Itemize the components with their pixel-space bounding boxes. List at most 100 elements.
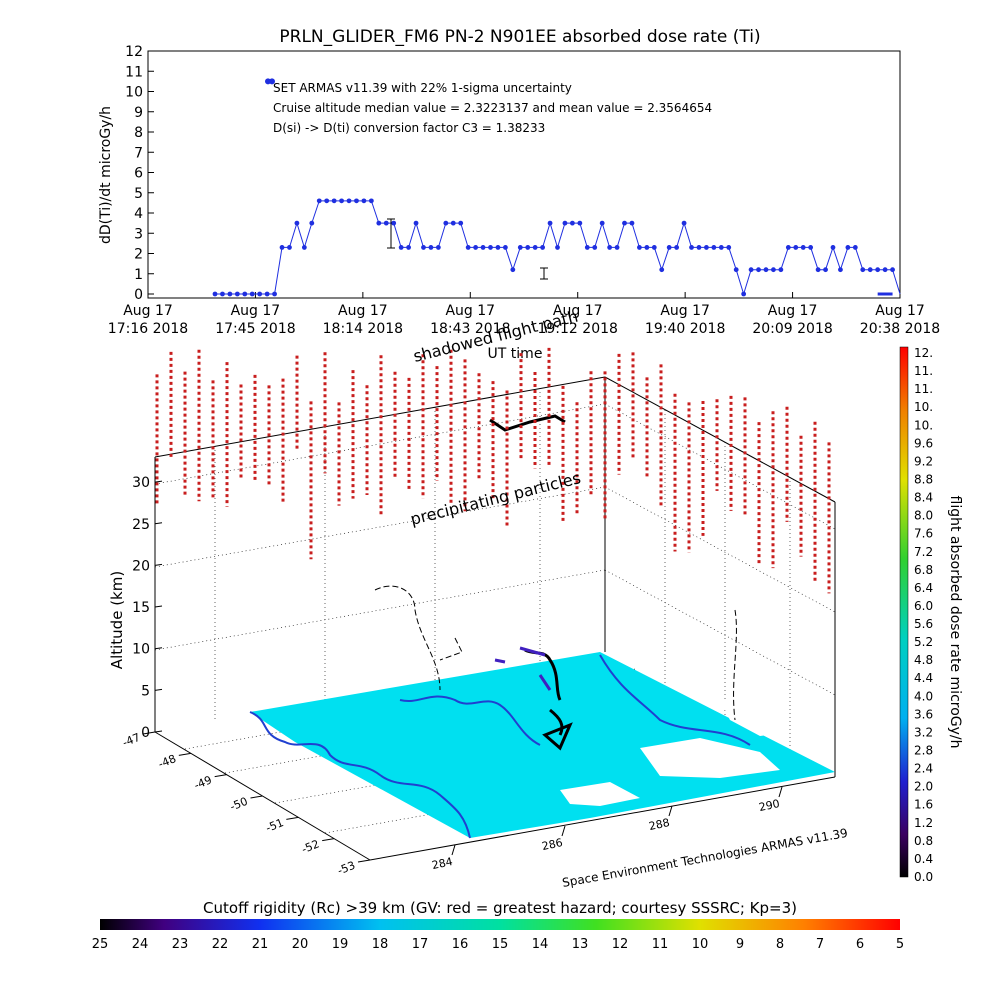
dose-rate-point (674, 245, 680, 250)
dose-colorbar-tick-label: 0.8 (914, 834, 933, 848)
legend-marker (265, 78, 271, 85)
altitude-tick-mark (154, 605, 163, 608)
latitude-tick-label: -50 (228, 795, 250, 814)
latitude-tick-mark (214, 774, 227, 778)
latitude-tick-mark (357, 859, 371, 863)
dose-rate-point (220, 291, 225, 297)
dose-rate-point (264, 291, 270, 297)
dose-colorbar-tick-label: 12. (914, 346, 933, 360)
dose-rate-point (644, 245, 650, 250)
latitude-tick-mark (142, 731, 156, 735)
y-tick-label: 0 (134, 287, 143, 303)
dose-rate-point (704, 245, 709, 250)
dose-rate-point (480, 245, 486, 250)
dose-rate-point (301, 245, 307, 250)
dose-rate-point (354, 198, 359, 204)
dose-rate-point (696, 245, 702, 250)
latitude-tick-label: -47 (121, 731, 143, 750)
altitude-tick-label: 20 (132, 558, 150, 574)
dose-rate-point (547, 220, 553, 226)
line-chart-xlabel: UT time (488, 346, 543, 362)
dose-rate-point (488, 245, 493, 250)
latitude-tick-mark (286, 816, 299, 820)
x-tick-label-time: 17:16 2018 (108, 321, 188, 337)
altitude-tick-label: 10 (132, 642, 150, 658)
cutoff-colorbar-tick-label: 25 (92, 937, 109, 952)
cutoff-colorbar-tick-label: 9 (736, 937, 744, 952)
y-tick-label: 5 (134, 186, 143, 202)
dose-rate-point (309, 220, 315, 226)
y-tick-label: 1 (134, 267, 143, 283)
dose-rate-point (279, 245, 285, 250)
cutoff-colorbar-tick-label: 20 (292, 937, 309, 952)
latitude-tick-mark (322, 838, 335, 842)
longitude-tick-mark (668, 805, 673, 817)
dose-rate-point (659, 267, 665, 273)
latitude-tick-label: -52 (300, 837, 322, 856)
dose-colorbar-tick-label: 4.4 (914, 671, 933, 685)
dose-rate-point (577, 220, 583, 226)
dose-rate-point (860, 267, 866, 273)
dose-rate-point (316, 198, 322, 204)
dose-colorbar-tick-label: 11. (914, 364, 933, 378)
precipitating-particles-label: precipitating particles (408, 468, 582, 529)
longitude-tick-label: 284 (431, 855, 454, 872)
altitude-tick-mark (154, 563, 163, 566)
cutoff-colorbar-tick-label: 13 (572, 937, 589, 952)
longitude-axis: 284 286 288 290 (431, 786, 783, 872)
dose-colorbar-tick-label: 8.0 (914, 509, 933, 523)
dose-rate-point (383, 220, 389, 226)
y-tick-label: 4 (134, 206, 143, 222)
x-tick-label-time: 20:09 2018 (752, 321, 832, 337)
dose-colorbar-ticks: 0.0 0.4 0.8 1.2 1.6 2.0 2.4 2.8 3.2 3.6 4.0 4.4 4.8 5… (914, 346, 933, 884)
dose-rate-point (890, 267, 895, 273)
dose-rate-point (502, 245, 508, 250)
dose-rate-point (465, 245, 471, 250)
annotation-set-armas: SET ARMAS v11.39 with 22% 1-sigma uncert… (273, 81, 572, 95)
cutoff-colorbar-tick-label: 22 (212, 937, 229, 952)
altitude-label: Altitude (km) (108, 571, 126, 669)
dose-colorbar-tick-label: 5.2 (914, 635, 933, 649)
dose-colorbar-label: flight absorbed dose rate microGy/h (947, 496, 963, 749)
dose-rate-point (458, 220, 464, 226)
dose-rate-point (398, 245, 404, 250)
cutoff-colorbar-tick-label: 14 (532, 937, 549, 952)
dose-rate-point (763, 267, 769, 273)
land-patches (560, 700, 790, 806)
dose-rate-point (473, 245, 479, 250)
dose-rate-point (882, 267, 888, 273)
altitude-tick-label: 5 (141, 683, 150, 699)
dose-rate-point (413, 220, 419, 226)
x-tick-label-date: Aug 17 (875, 303, 925, 319)
dose-rate-point (666, 245, 672, 250)
dose-rate-point (361, 198, 367, 204)
dose-rate-point (838, 267, 843, 273)
altitude-tick-label: 0 (141, 725, 150, 741)
dose-rate-point (562, 220, 568, 226)
dose-rate-point (778, 267, 784, 273)
dose-colorbar-tick-label: 4.8 (914, 653, 933, 667)
altitude-tick-label: 25 (132, 517, 150, 533)
x-tick-label-date: Aug 17 (660, 303, 710, 319)
dose-rate-point (748, 267, 754, 273)
y-tick-label: 10 (125, 85, 143, 101)
dose-rate-point (294, 220, 300, 226)
dose-rate-point (733, 267, 739, 273)
dose-rate-point (592, 245, 598, 250)
x-tick-label-time: 19:12 2018 (537, 321, 617, 337)
cutoff-colorbar-tick-label: 10 (692, 937, 709, 952)
precipitating-particles-markers (155, 347, 831, 594)
dose-rate-point (867, 267, 873, 273)
cutoff-colorbar-tick-label: 24 (132, 937, 149, 952)
dose-rate-point (242, 291, 248, 297)
altitude-tick-mark (154, 480, 163, 483)
altitude-tick-mark (154, 522, 163, 525)
cutoff-colorbar-tick-label: 18 (372, 937, 389, 952)
latitude-axis: -47 -48 -49 -50 -51 -52 -53 (121, 731, 371, 878)
x-tick-label-date: Aug 17 (768, 303, 818, 319)
latitude-tick-label: -48 (156, 752, 178, 771)
dose-colorbar-tick-label: 0.0 (914, 870, 933, 884)
dose-rate-point (852, 245, 858, 250)
dose-colorbar-tick-label: 11. (914, 382, 933, 396)
